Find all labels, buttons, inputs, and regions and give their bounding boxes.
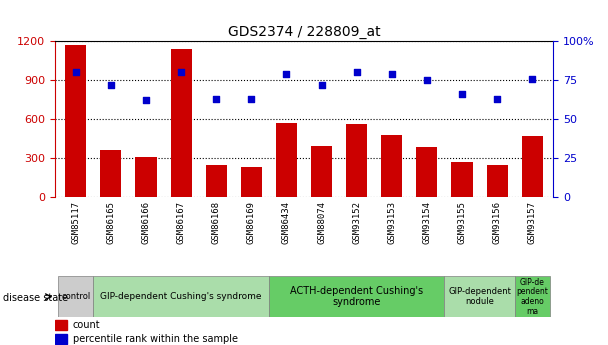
Text: GSM93157: GSM93157 (528, 200, 537, 244)
Bar (452, 162, 472, 197)
Bar (55, 334, 67, 344)
Bar (241, 167, 262, 197)
Bar (486, 165, 508, 197)
Text: GSM93152: GSM93152 (352, 200, 361, 244)
Bar (276, 123, 297, 197)
Point (492, 96, 502, 101)
Point (282, 71, 291, 77)
Bar (514, 276, 550, 317)
Bar (269, 276, 444, 317)
Point (317, 82, 326, 88)
Point (422, 77, 432, 83)
Bar (416, 148, 437, 197)
Text: GSM93156: GSM93156 (492, 200, 502, 244)
Text: percentile rank within the sample: percentile rank within the sample (73, 334, 238, 344)
Text: GSM93155: GSM93155 (457, 200, 466, 244)
Text: GIP-dependent Cushing's syndrome: GIP-dependent Cushing's syndrome (100, 292, 262, 301)
Text: GSM88074: GSM88074 (317, 200, 326, 244)
Text: GIP-de
pendent
adeno
ma: GIP-de pendent adeno ma (516, 278, 548, 316)
Point (352, 70, 362, 75)
Text: GSM86168: GSM86168 (212, 200, 221, 244)
Bar (65, 45, 86, 197)
Bar (311, 146, 332, 197)
Bar (136, 157, 156, 197)
Text: GSM85117: GSM85117 (71, 200, 80, 244)
Point (71, 70, 81, 75)
Point (106, 82, 116, 88)
Bar (94, 276, 269, 317)
Title: GDS2374 / 228809_at: GDS2374 / 228809_at (227, 25, 381, 39)
Text: GSM93154: GSM93154 (423, 200, 432, 244)
Text: control: control (61, 292, 91, 301)
Point (212, 96, 221, 101)
Bar (346, 124, 367, 197)
Bar (444, 276, 514, 317)
Text: disease state: disease state (3, 294, 68, 303)
Text: GIP-dependent
nodule: GIP-dependent nodule (448, 287, 511, 306)
Text: GSM86167: GSM86167 (176, 200, 185, 244)
Text: ACTH-dependent Cushing's
syndrome: ACTH-dependent Cushing's syndrome (290, 286, 423, 307)
Bar (55, 320, 67, 330)
Point (387, 71, 396, 77)
Bar (58, 276, 94, 317)
Point (141, 98, 151, 103)
Text: GSM93153: GSM93153 (387, 200, 396, 244)
Text: GSM86169: GSM86169 (247, 200, 256, 244)
Text: GSM86434: GSM86434 (282, 200, 291, 244)
Text: GSM86166: GSM86166 (142, 200, 151, 244)
Text: GSM86165: GSM86165 (106, 200, 116, 244)
Bar (100, 150, 122, 197)
Bar (171, 49, 192, 197)
Text: count: count (73, 320, 100, 330)
Point (527, 76, 537, 81)
Point (457, 91, 467, 97)
Point (176, 70, 186, 75)
Point (246, 96, 256, 101)
Bar (381, 135, 402, 197)
Bar (206, 165, 227, 197)
Bar (522, 136, 543, 197)
